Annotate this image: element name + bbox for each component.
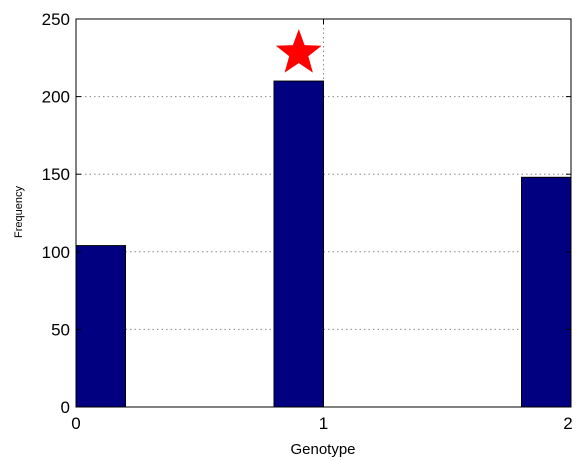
histogram-bar [75, 245, 126, 408]
y-tick-label: 50 [51, 320, 70, 339]
histogram-bar [273, 80, 324, 408]
y-tick-label: 200 [42, 88, 70, 107]
x-axis-title: Genotype [290, 441, 355, 458]
annotations [275, 29, 322, 73]
ticks: 0 50 100 150 200 250 0 1 2 [42, 10, 573, 433]
x-tick-label: 2 [563, 414, 572, 433]
x-tick-label: 0 [71, 414, 80, 433]
y-tick-label: 100 [42, 243, 70, 262]
y-tick-label: 250 [42, 10, 70, 29]
bars [75, 80, 572, 408]
y-axis-title: Frequency [13, 186, 25, 238]
x-tick-label: 1 [319, 414, 328, 433]
y-tick-label: 0 [61, 398, 70, 417]
histogram-bar [521, 176, 572, 408]
star-marker-icon [275, 29, 322, 73]
y-tick-label: 150 [42, 165, 70, 184]
